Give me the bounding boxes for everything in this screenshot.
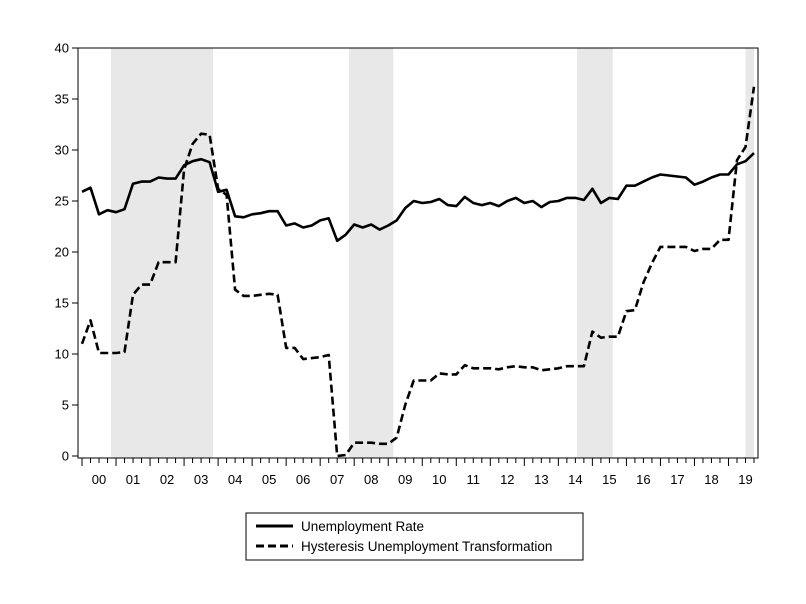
x-tick-label-19: 19 [738,472,752,487]
legend: Unemployment Rate Hysteresis Unemploymen… [245,512,584,561]
y-tick-label-0: 0 [62,449,69,464]
legend-box [245,512,584,561]
x-tick-label-16: 16 [636,472,650,487]
y-tick-label-20: 20 [55,245,69,260]
y-tick-label-35: 35 [55,92,69,107]
series-group [80,86,756,458]
series-line-unemployment-rate [81,152,755,243]
shaded-period-0 [110,48,213,458]
shaded-period-1 [349,48,394,458]
y-tick-label-15: 15 [55,296,69,311]
x-axis: 00 01 02 03 04 05 06 07 08 09 10 11 12 13 14 15 16 17 18 19 [81,458,755,487]
y-tick-label-25: 25 [55,194,69,209]
x-tick-label-08: 08 [364,472,378,487]
y-tick-label-10: 10 [55,347,69,362]
x-tick-label-06: 06 [296,472,310,487]
x-tick-label-00: 00 [92,472,106,487]
x-tick-label-13: 13 [534,472,548,487]
x-tick-label-17: 17 [670,472,684,487]
x-tick-label-03: 03 [194,472,208,487]
series-line-hysteresis-transformation [80,86,756,458]
y-axis: 0 5 10 15 20 25 30 35 40 [55,41,78,464]
x-tick-label-07: 07 [330,472,344,487]
plot-frame [77,47,759,459]
y-tick-label-40: 40 [55,41,69,56]
x-tick-label-04: 04 [228,472,242,487]
x-tick-label-12: 12 [500,472,514,487]
x-tick-label-15: 15 [602,472,616,487]
x-tick-label-10: 10 [432,472,446,487]
x-tick-label-18: 18 [704,472,718,487]
y-tick-label-30: 30 [55,143,69,158]
shaded-period-3 [745,48,754,458]
y-tick-label-5: 5 [62,398,69,413]
legend-label-hysteresis: Hysteresis Unemployment Transformation [301,539,552,554]
x-tick-label-01: 01 [126,472,140,487]
shaded-period-2 [577,48,613,458]
x-tick-label-02: 02 [160,472,174,487]
x-tick-label-09: 09 [398,472,412,487]
x-tick-label-05: 05 [262,472,276,487]
x-tick-label-14: 14 [568,472,582,487]
x-tick-label-11: 11 [467,472,481,487]
legend-label-unemployment-rate: Unemployment Rate [301,519,424,534]
recession-shading-group [110,48,754,458]
